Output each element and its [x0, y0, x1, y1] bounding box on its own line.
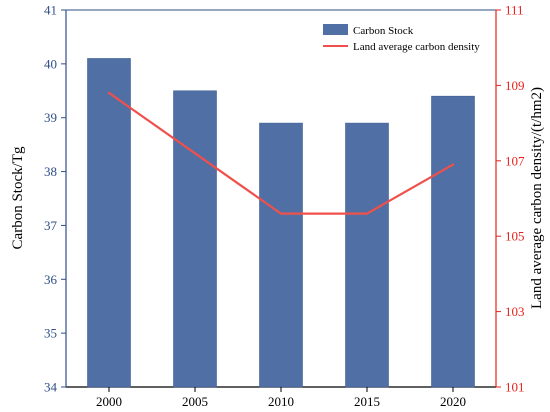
- right-y-axis-ticks: 101 103 105 107 109 111: [496, 3, 525, 395]
- bar-2000: [87, 58, 131, 388]
- carbon-density-point-2010: [279, 212, 283, 215]
- plot-area: [65, 9, 497, 388]
- bar-2010: [259, 122, 303, 388]
- left-y-tick-label-37: 37: [44, 218, 58, 233]
- right-y-tick-label-103: 103: [505, 304, 525, 319]
- x-tick-label-2020: 2020: [440, 394, 466, 409]
- x-axis-ticks: 2000 2005 2010 2015 2020: [96, 387, 466, 409]
- left-y-axis-label: Carbon Stock/Tg: [10, 146, 26, 249]
- x-tick-label-2015: 2015: [354, 394, 380, 409]
- carbon-density-point-2015: [365, 212, 369, 215]
- x-tick-label-2005: 2005: [182, 394, 208, 409]
- carbon-density-point-2020: [451, 163, 455, 166]
- carbon-density-point-2005: [193, 152, 197, 155]
- left-y-tick-label-36: 36: [44, 272, 58, 287]
- bar-2015: [345, 122, 389, 388]
- legend-swatch-carbon-stock: [323, 24, 348, 35]
- right-y-axis-label: Land average carbon density/(t/hm2): [529, 87, 545, 309]
- legend: Carbon Stock Land average carbon density: [323, 24, 480, 53]
- right-y-tick-label-107: 107: [505, 153, 525, 168]
- left-y-tick-label-34: 34: [44, 380, 58, 395]
- right-y-tick-label-105: 105: [505, 229, 525, 244]
- carbon-density-point-2000: [107, 91, 111, 95]
- left-y-tick-label-40: 40: [44, 56, 57, 71]
- x-tick-label-2010: 2010: [268, 394, 294, 409]
- left-y-tick-label-41: 41: [44, 3, 57, 18]
- legend-label-carbon-stock: Carbon Stock: [353, 25, 414, 37]
- line-series: [107, 91, 455, 215]
- legend-label-carbon-density: Land average carbon density: [353, 41, 480, 53]
- left-y-tick-label-38: 38: [44, 164, 57, 179]
- right-y-tick-label-111: 111: [505, 3, 524, 18]
- right-y-tick-label-109: 109: [505, 78, 525, 93]
- bar-series: [87, 58, 475, 388]
- left-y-tick-label-35: 35: [44, 326, 57, 341]
- left-y-tick-label-39: 39: [44, 110, 57, 125]
- bar-2005: [173, 90, 217, 388]
- bar-2020: [431, 95, 475, 388]
- right-y-tick-label-101: 101: [505, 380, 525, 395]
- left-y-axis-ticks: 34 35 36 37 38 39 40 41: [44, 3, 66, 395]
- x-tick-label-2000: 2000: [96, 394, 122, 409]
